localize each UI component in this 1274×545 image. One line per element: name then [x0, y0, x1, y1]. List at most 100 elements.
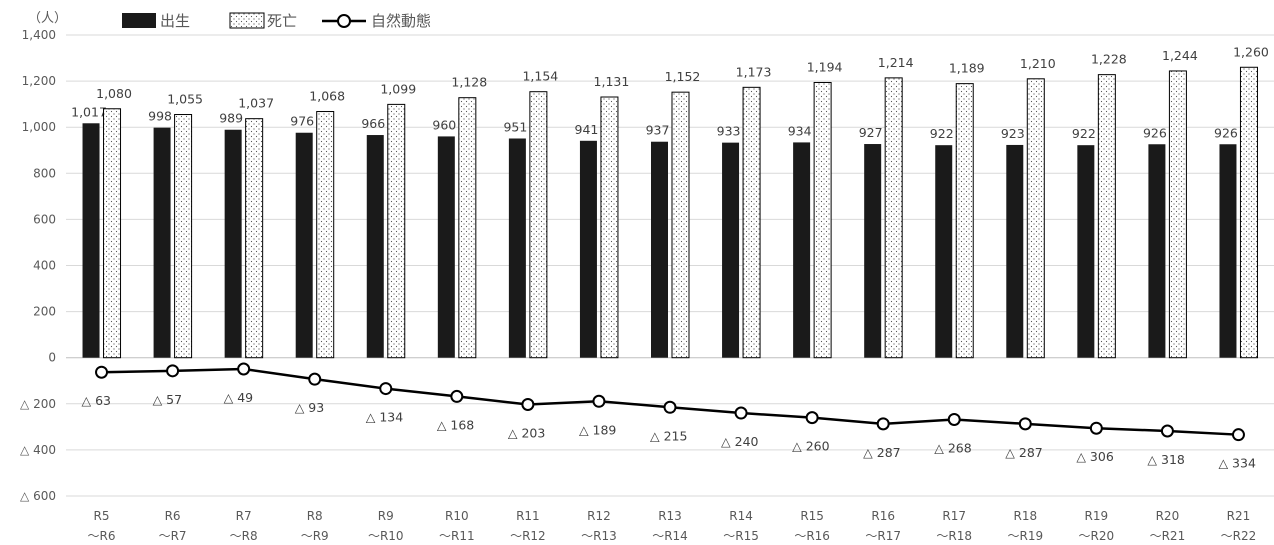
natural-change-line: △ 63 △ 57 △ 49 △ 93 △ 134 △ 168 △ 203 △ 189 △ 21…: [82, 362, 1256, 471]
y-tick-label: △ 400: [20, 443, 56, 457]
legend-label-deaths: 死亡: [267, 12, 297, 30]
data-label-natural-change: △ 318: [1147, 452, 1184, 467]
x-tick-label-range: ～R18: [936, 529, 972, 543]
x-tick-label: R9: [378, 509, 394, 523]
data-label-natural-change: △ 168: [437, 417, 474, 432]
bar-deaths: [813, 81, 832, 359]
bar-births: [722, 142, 740, 358]
bar-deaths: [671, 91, 690, 359]
y-tick-label: 0: [48, 351, 56, 365]
data-label-deaths: 1,214: [878, 55, 914, 70]
bar-births: [793, 142, 811, 358]
natural-change-point: [1018, 417, 1032, 431]
x-tick-label-range: ～R7: [159, 529, 187, 543]
x-tick-label-range: ～R22: [1221, 529, 1257, 543]
y-unit-label: （人）: [28, 11, 67, 26]
bar-deaths: [316, 111, 335, 359]
data-label-natural-change: △ 240: [721, 434, 758, 449]
x-tick-label: R8: [307, 509, 323, 523]
data-label-natural-change: △ 93: [295, 400, 325, 415]
y-tick-label: △ 600: [20, 489, 56, 503]
data-label-natural-change: △ 134: [366, 410, 403, 425]
bar-births: [1148, 144, 1166, 358]
data-label-births: 941: [575, 122, 599, 137]
data-label-deaths: 1,131: [594, 74, 630, 89]
natural-change-point: [237, 362, 251, 376]
data-label-deaths: 1,128: [451, 75, 487, 90]
data-label-births: 926: [1214, 125, 1238, 140]
data-label-deaths: 1,244: [1162, 48, 1198, 63]
bar-births: [864, 144, 882, 358]
x-tick-label: R19: [1085, 509, 1109, 523]
bar-births: [224, 129, 242, 358]
x-axis: R5 ～R6 R6 ～R7 R7 ～R8 R8 ～R9 R9 ～R10 R10 ～R11 R11 ～R12…: [88, 509, 1257, 543]
legend-swatch-deaths: [229, 12, 265, 29]
legend-swatch-births: [122, 13, 156, 28]
data-label-births: 989: [219, 111, 243, 126]
bar-births: [579, 140, 597, 358]
x-tick-label-range: ～R11: [439, 529, 475, 543]
natural-change-point: [876, 417, 890, 431]
data-label-births: 998: [148, 109, 172, 124]
data-label-deaths: 1,037: [238, 96, 274, 111]
data-label-births: 976: [290, 114, 314, 129]
data-label-deaths: 1,260: [1233, 44, 1269, 59]
bar-deaths: [742, 86, 761, 359]
bar-deaths: [1026, 78, 1045, 359]
natural-change-point: [308, 372, 322, 386]
bar-births: [1006, 144, 1024, 358]
data-label-natural-change: △ 203: [508, 425, 545, 440]
x-tick-label: R15: [800, 509, 824, 523]
bar-births: [1077, 145, 1095, 358]
x-tick-label-range: ～R10: [368, 529, 404, 543]
natural-change-point: [663, 400, 677, 414]
natural-change-point: [805, 411, 819, 425]
x-tick-label-range: ～R19: [1007, 529, 1043, 543]
bar-deaths: [955, 83, 974, 359]
data-label-natural-change: △ 189: [579, 422, 616, 437]
x-tick-label-range: ～R12: [510, 529, 546, 543]
natural-change-point: [95, 365, 109, 379]
x-tick-label: R14: [729, 509, 753, 523]
data-label-births: 960: [432, 117, 456, 132]
legend: 出生 死亡 自然動態: [122, 12, 431, 30]
x-tick-label: R18: [1013, 509, 1037, 523]
natural-change-point: [592, 394, 606, 408]
bar-births: [153, 127, 171, 358]
data-label-natural-change: △ 334: [1218, 456, 1255, 471]
data-label-births: 933: [717, 124, 741, 139]
natural-change-point: [1231, 428, 1245, 442]
legend-marker-natural-change: [337, 14, 351, 28]
legend-label-natural-change: 自然動態: [371, 12, 431, 30]
bar-births: [437, 136, 455, 358]
data-label-deaths: 1,152: [665, 69, 701, 84]
x-tick-label-range: ～R13: [581, 529, 617, 543]
data-label-deaths: 1,154: [522, 69, 558, 84]
data-label-natural-change: △ 268: [934, 440, 971, 455]
data-label-natural-change: △ 287: [863, 445, 900, 460]
bar-births: [651, 141, 668, 358]
data-label-births: 927: [859, 125, 883, 140]
x-tick-label: R20: [1156, 509, 1180, 523]
bar-deaths: [387, 103, 406, 359]
data-label-births: 966: [361, 116, 385, 131]
bar-births: [1219, 144, 1237, 358]
data-label-births: 1,017: [71, 104, 107, 119]
natural-change-point: [734, 406, 748, 420]
bar-deaths: [458, 97, 477, 359]
natural-change-point: [450, 389, 464, 403]
x-tick-label-range: ～R8: [230, 529, 258, 543]
bar-deaths: [174, 114, 193, 359]
legend-label-births: 出生: [160, 12, 190, 30]
y-tick-label: 400: [33, 259, 56, 273]
x-tick-label-range: ～R9: [301, 529, 329, 543]
y-tick-label: 1,200: [22, 74, 56, 88]
x-tick-label-range: ～R20: [1079, 529, 1115, 543]
x-tick-label: R13: [658, 509, 682, 523]
data-label-deaths: 1,068: [309, 89, 345, 104]
y-tick-label: 600: [33, 212, 56, 226]
data-label-births: 951: [503, 119, 527, 134]
